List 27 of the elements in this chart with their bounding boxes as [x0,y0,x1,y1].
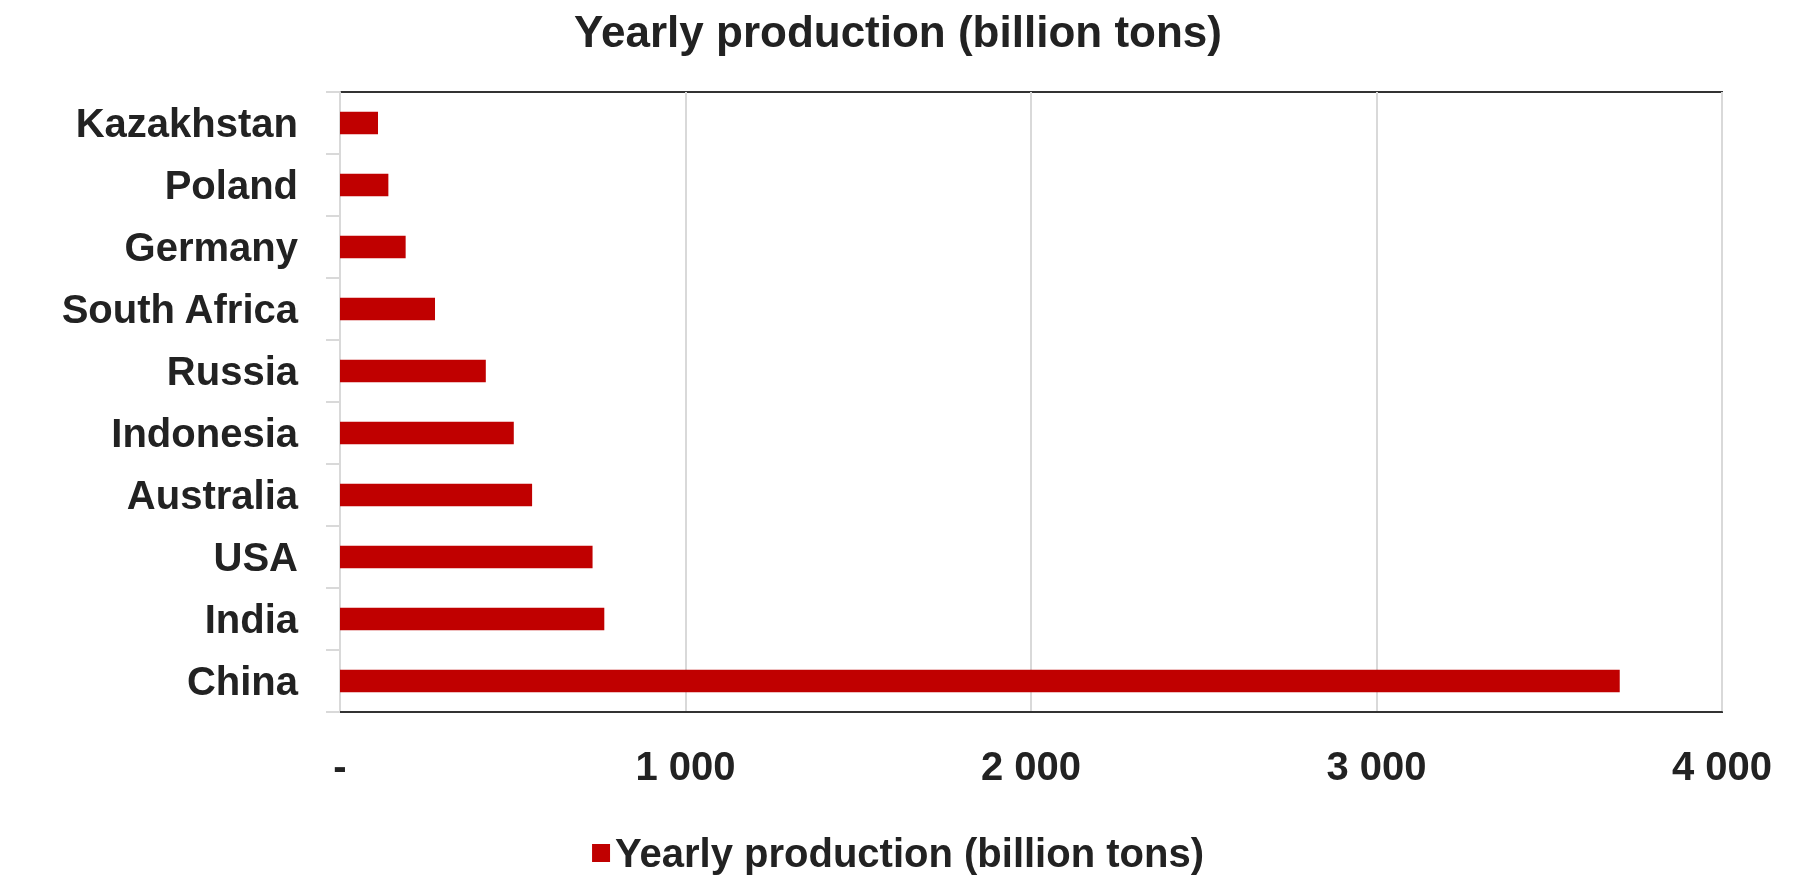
bar [340,607,605,631]
x-tick-label: - [333,744,347,788]
bar [340,111,379,135]
bar [340,545,593,569]
y-tick-label: Poland [164,163,298,207]
y-tick-label: China [186,659,299,703]
x-tick-label: 2 000 [980,744,1082,788]
bar [340,173,389,197]
y-tick-label: India [204,597,299,641]
bar [340,297,436,321]
y-tick-label: Russia [166,349,299,393]
y-tick-label: Australia [126,473,299,517]
bar [340,235,406,259]
legend-label: Yearly production (billion tons) [615,831,1204,875]
bar [340,359,486,383]
chart-title: Yearly production (billion tons) [574,6,1222,56]
y-tick-label: Kazakhstan [75,101,298,145]
y-tick-label: USA [213,535,298,579]
bar [340,483,533,507]
x-tick-label: 4 000 [1671,744,1773,788]
y-tick-label: South Africa [61,287,299,331]
bar [340,669,1620,693]
bar [340,421,514,445]
x-tick-label: 3 000 [1326,744,1427,788]
y-tick-label: Indonesia [111,411,299,455]
y-tick-label: Germany [124,225,299,269]
x-tick-label: 1 000 [635,744,736,788]
